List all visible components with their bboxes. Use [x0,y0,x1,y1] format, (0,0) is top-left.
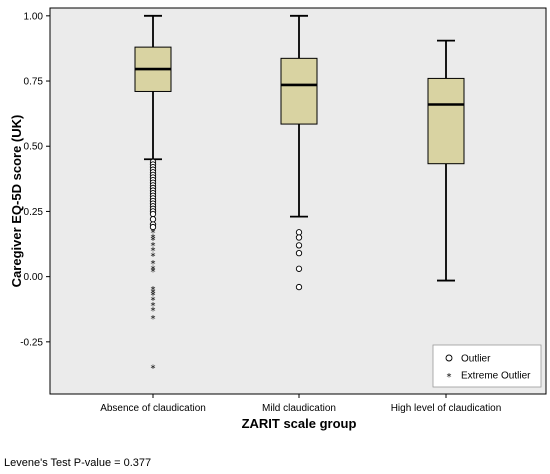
legend-outlier-label: Outlier [461,354,491,365]
outlier-point [295,283,303,291]
y-tick-label: -0.25 [20,337,43,348]
y-tick-label: 0.75 [24,77,44,88]
box-iqr [427,77,465,165]
extreme-outlier-point: * [151,288,156,299]
legend-extreme-outlier-symbol: * [447,372,452,383]
extreme-outlier-point: * [151,296,156,307]
legend-extreme-outlier-label: Extreme Outlier [461,371,531,382]
y-tick-label: 0.25 [24,207,44,218]
box-group [280,14,318,291]
outlier-point [149,210,157,218]
extreme-outlier-point: * [151,267,156,278]
box-group [427,39,465,282]
outlier-point [149,216,157,223]
x-tick-label: High level of claudication [391,403,502,414]
outlier-point [295,234,303,241]
extreme-outlier-point: * [151,251,156,262]
extreme-outlier-point: * [151,290,156,301]
y-axis: -0.25 0.00 0.25 0.50 0.75 1.00 [20,11,50,348]
x-tick-label: Absence of claudication [100,403,206,414]
y-tick-label: 0.50 [24,142,44,153]
outlier-point [295,250,303,257]
extreme-outlier-point: * [151,285,156,296]
x-tick-label: Mild claudication [262,403,336,414]
outlier-point [295,229,303,236]
legend-outlier-symbol [445,354,453,362]
extreme-outlier-point: * [151,264,156,275]
extreme-outlier-point: * [151,233,156,244]
outlier-point [295,265,303,272]
box-iqr [280,57,318,125]
extreme-outlier-point: * [151,363,156,374]
y-tick-label: 1.00 [24,11,44,22]
y-tick-label: 0.00 [24,272,44,283]
legend: Outlier * Extreme Outlier [432,344,542,388]
extreme-outlier-point: * [151,241,156,252]
extreme-outlier-point: * [151,301,156,312]
x-axis-title: ZARIT scale group [242,416,357,431]
y-axis-title: Caregiver EQ-5D score (UK) [9,115,24,288]
outlier-point [295,242,303,249]
extreme-outlier-point: * [151,228,156,239]
box-group: ***************** [134,14,172,374]
extreme-outlier-point: * [151,246,156,257]
outlier-point [149,223,157,231]
levene-test-footnote: Levene's Test P-value = 0.377 [4,457,152,469]
extreme-outlier-point: * [151,306,156,317]
extreme-outlier-point: * [151,314,156,325]
extreme-outlier-point: * [151,236,156,247]
box-group-layer: ***************** [134,14,465,374]
extreme-outlier-point: * [151,259,156,270]
legend-box [432,344,542,388]
x-axis: Absence of claudication Mild claudication… [100,394,501,414]
